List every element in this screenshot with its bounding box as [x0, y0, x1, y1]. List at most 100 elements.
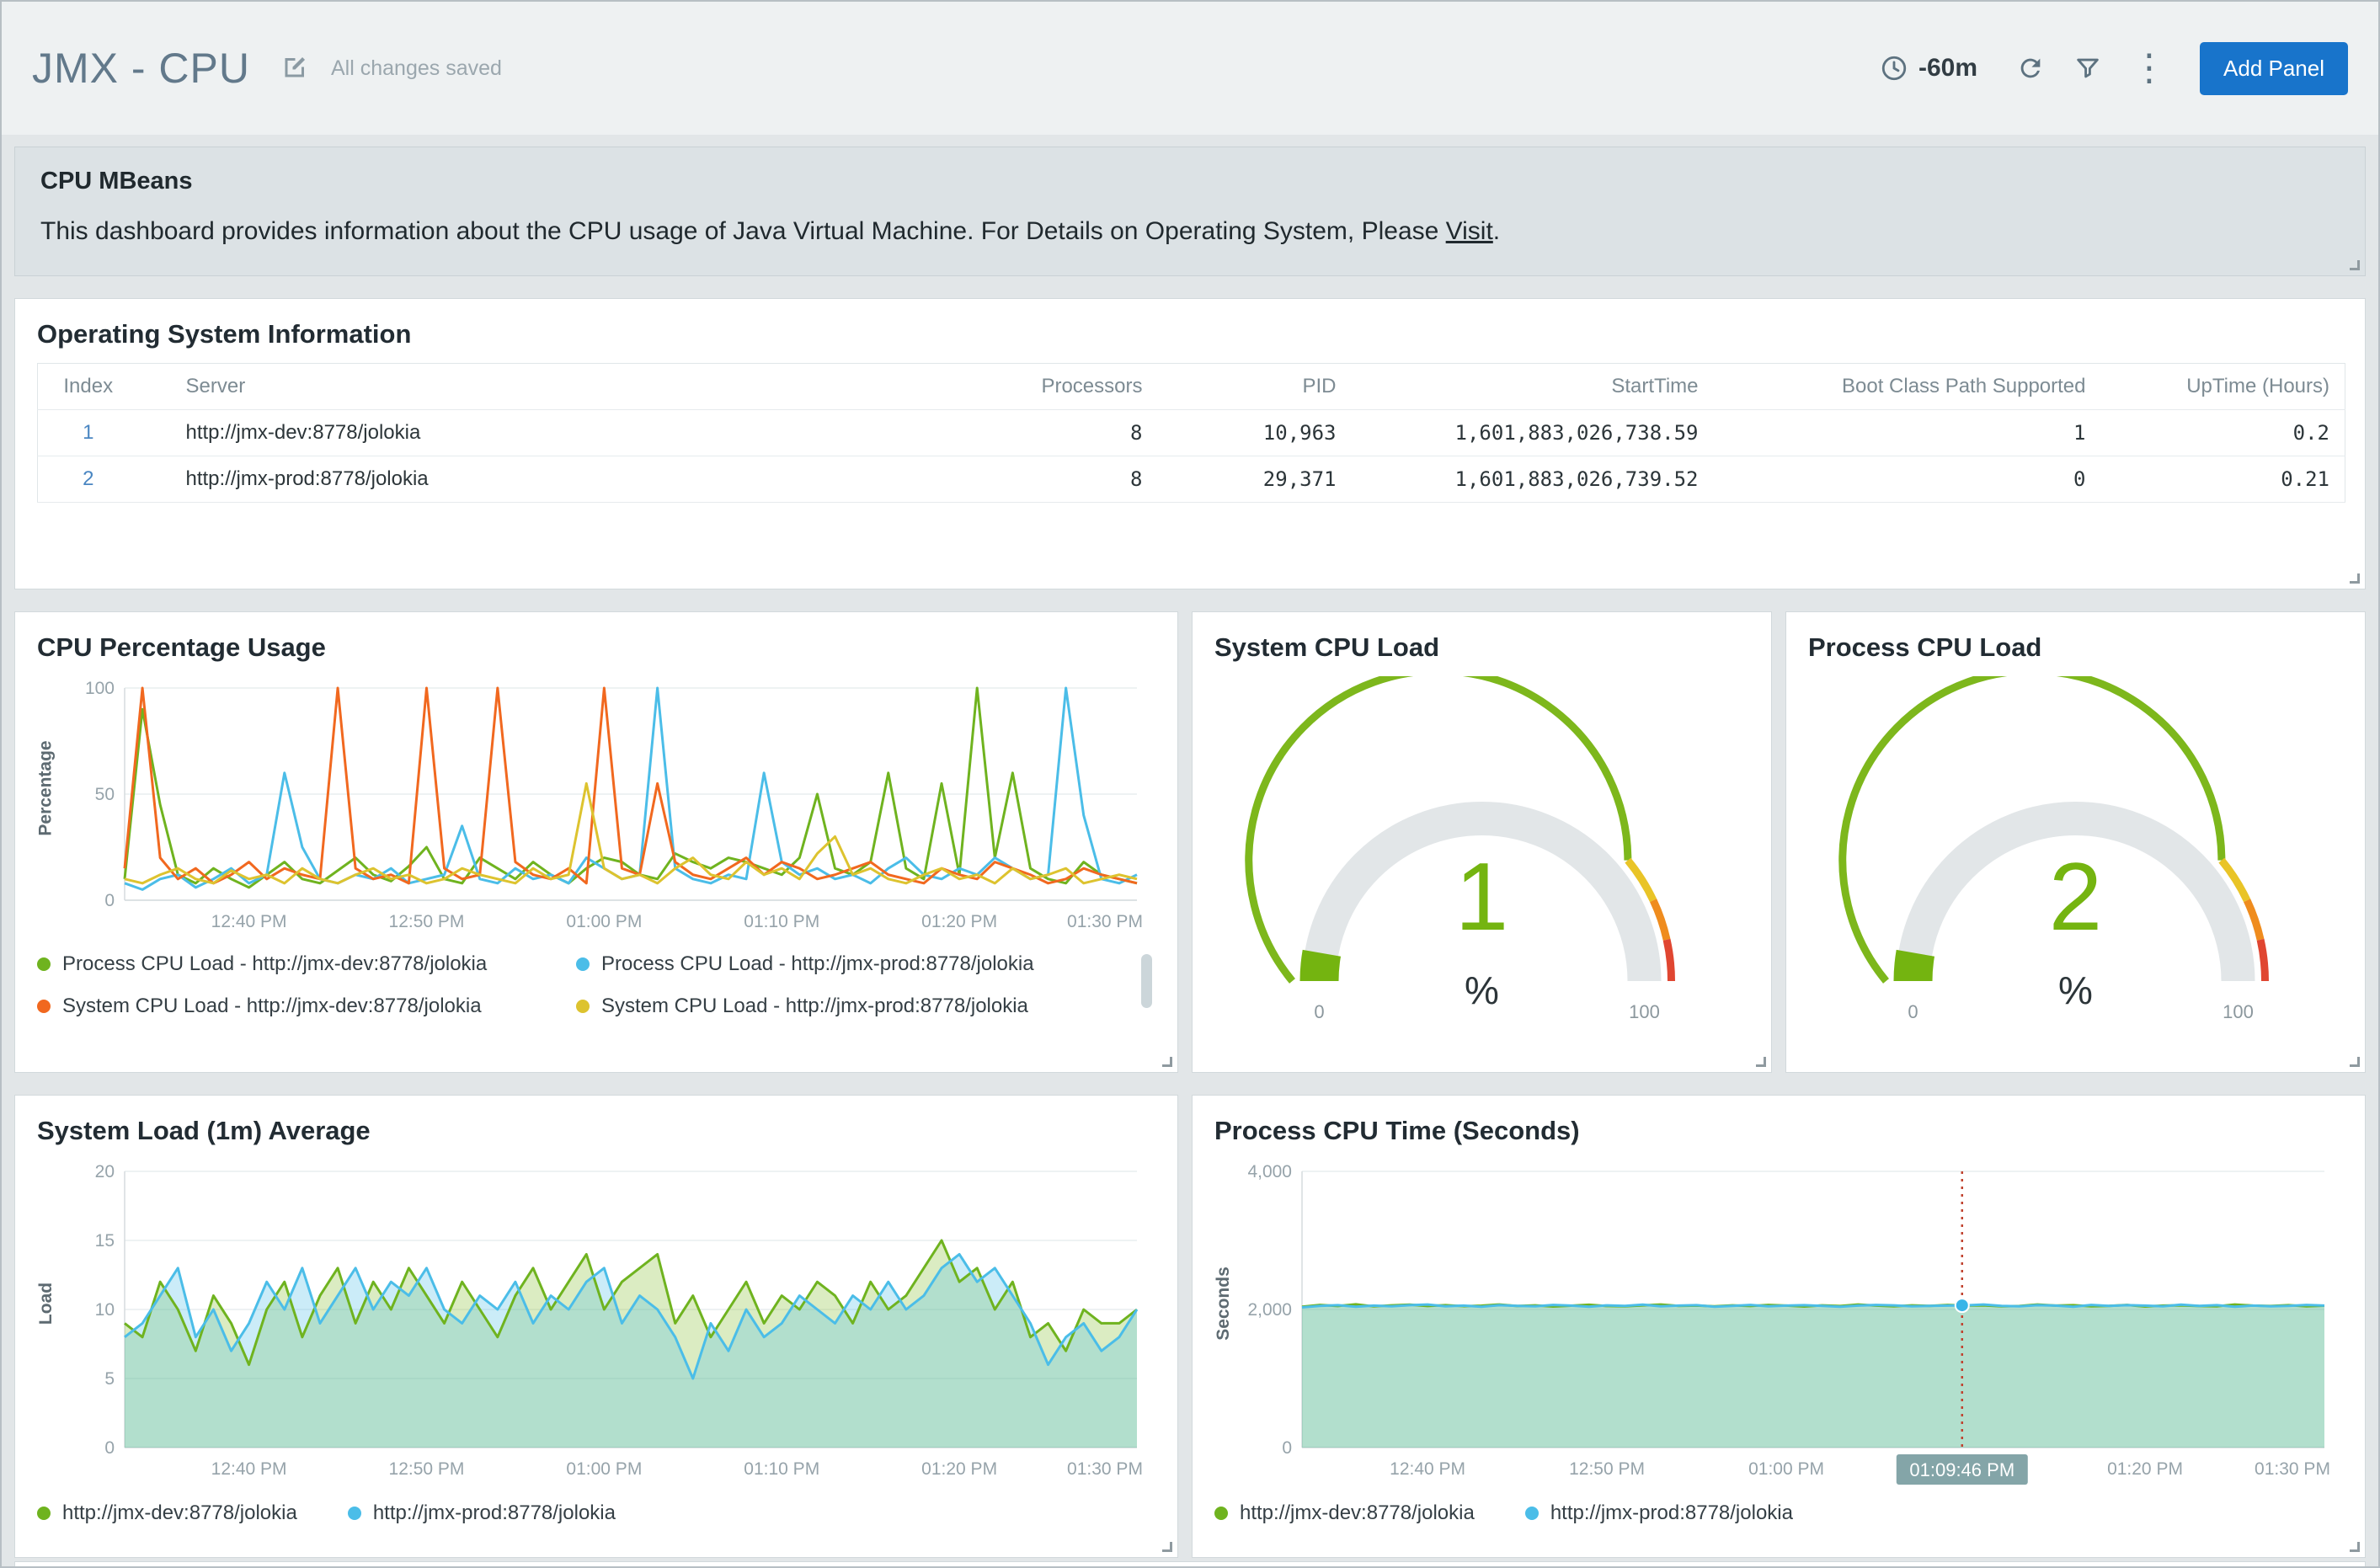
series-color-dot [576, 957, 590, 971]
panel-title: Process CPU Time (Seconds) [1214, 1116, 1580, 1145]
svg-text:12:50 PM: 12:50 PM [389, 1459, 465, 1479]
column-header-pid[interactable]: PID [1157, 363, 1352, 410]
svg-text:01:30 PM: 01:30 PM [2255, 1459, 2330, 1479]
svg-text:01:10 PM: 01:10 PM [744, 912, 819, 931]
bottom-charts-row: System Load (1m) Average Load 0 5 10 15 20 12… [14, 1095, 2366, 1558]
panel-title: Operating System Information [37, 319, 412, 349]
cell-server: http://jmx-dev:8778/jolokia [138, 409, 990, 456]
svg-text:0: 0 [104, 891, 115, 910]
process-cpu-time-chart[interactable]: Seconds 0 2,000 4,000 12:40 PM 12:50 PM 01:00… [1214, 1160, 2343, 1486]
refresh-icon[interactable] [2016, 54, 2045, 83]
table-row[interactable]: 2 http://jmx-prod:8778/jolokia 8 29,371 … [37, 456, 2345, 503]
os-information-panel: Operating System Information Index Serve… [14, 298, 2366, 589]
svg-text:01:20 PM: 01:20 PM [921, 1459, 997, 1479]
svg-text:15: 15 [95, 1231, 115, 1251]
legend-label: http://jmx-prod:8778/jolokia [1550, 1501, 1793, 1524]
legend-label: http://jmx-dev:8778/jolokia [62, 1501, 297, 1524]
legend-label: System CPU Load - http://jmx-prod:8778/j… [601, 995, 1028, 1017]
panel-resize-handle[interactable] [2350, 1057, 2360, 1067]
legend-item[interactable]: Process CPU Load - http://jmx-prod:8778/… [576, 952, 1117, 976]
cell-index: 1 [37, 409, 139, 456]
cpu-mbeans-panel: CPU MBeans This dashboard provides infor… [14, 147, 2366, 276]
legend-item[interactable]: http://jmx-prod:8778/jolokia [1524, 1501, 1793, 1525]
time-range-value[interactable]: -60m [1918, 54, 1978, 82]
svg-text:50: 50 [95, 785, 115, 804]
chart-legend: http://jmx-dev:8778/jolokia http://jmx-p… [37, 1501, 1155, 1525]
series-color-dot [347, 1507, 361, 1520]
series-color-dot [1214, 1507, 1228, 1520]
system-load-chart[interactable]: Load 0 5 10 15 20 12:40 PM 12:50 PM 01:00 PM 01:… [36, 1160, 1155, 1486]
cpu-percentage-chart[interactable]: Percentage 0 50 100 12:40 PM 12:50 PM 01:00 P… [36, 676, 1155, 939]
column-header-server[interactable]: Server [138, 363, 990, 410]
panel-resize-handle[interactable] [1756, 1057, 1766, 1067]
process-cpu-load-gauge[interactable]: 0 100 [1808, 667, 2343, 1038]
dashboard-header: JMX - CPU All changes saved -60m ⋮ Add P… [2, 2, 2378, 135]
mbeans-suffix: . [1492, 217, 1501, 245]
panel-resize-handle[interactable] [2350, 260, 2360, 270]
svg-text:12:40 PM: 12:40 PM [211, 912, 287, 931]
legend-item[interactable]: System CPU Load - http://jmx-prod:8778/j… [576, 995, 1117, 1018]
time-range-clock-icon[interactable] [1880, 54, 1908, 83]
column-header-uptime[interactable]: UpTime (Hours) [2100, 363, 2345, 410]
table-header-row: Index Server Processors PID StartTime Bo… [37, 363, 2345, 410]
legend-item[interactable]: Process CPU Load - http://jmx-dev:8778/j… [37, 952, 576, 976]
panel-resize-handle[interactable] [1162, 1542, 1172, 1552]
column-header-bootclasspath[interactable]: Boot Class Path Supported [1713, 363, 2101, 410]
column-header-starttime[interactable]: StartTime [1351, 363, 1714, 410]
panel-title: CPU Percentage Usage [37, 632, 326, 662]
system-load-average-panel: System Load (1m) Average Load 0 5 10 15 20 12… [14, 1095, 1178, 1558]
series-color-dot [1524, 1507, 1539, 1520]
svg-text:01:10 PM: 01:10 PM [744, 1459, 819, 1479]
svg-text:01:30 PM: 01:30 PM [1067, 1459, 1143, 1479]
legend-item[interactable]: System CPU Load - http://jmx-dev:8778/jo… [37, 995, 576, 1018]
legend-item[interactable]: http://jmx-prod:8778/jolokia [347, 1501, 616, 1525]
column-header-index[interactable]: Index [37, 363, 139, 410]
legend-item[interactable]: http://jmx-dev:8778/jolokia [37, 1501, 297, 1525]
cell-processors: 8 [989, 409, 1158, 456]
process-cpu-time-panel: Process CPU Time (Seconds) Seconds 0 2,00… [1192, 1095, 2366, 1558]
svg-text:0: 0 [104, 1438, 115, 1458]
cell-bootclasspath: 1 [1713, 409, 2101, 456]
svg-text:01:09:46 PM: 01:09:46 PM [1909, 1459, 2014, 1480]
gauge-wrap: 0 100 2 % [1808, 667, 2343, 1038]
add-panel-button[interactable]: Add Panel [2200, 41, 2348, 95]
series-color-dot [37, 1000, 51, 1013]
panel-resize-handle[interactable] [2350, 1542, 2360, 1552]
visit-link[interactable]: Visit [1445, 217, 1493, 245]
legend-label: http://jmx-prod:8778/jolokia [372, 1501, 616, 1524]
chart-legend: http://jmx-dev:8778/jolokia http://jmx-p… [1214, 1501, 2343, 1525]
svg-text:0: 0 [1314, 1001, 1324, 1022]
legend-scrollbar[interactable] [1141, 954, 1152, 1008]
more-options-icon[interactable]: ⋮ [2131, 47, 2169, 88]
cpu-percentage-usage-panel: CPU Percentage Usage Percentage 0 50 100 12… [14, 611, 1178, 1073]
svg-text:10: 10 [95, 1300, 115, 1320]
svg-text:12:50 PM: 12:50 PM [389, 912, 465, 931]
svg-text:12:40 PM: 12:40 PM [1390, 1459, 1465, 1479]
column-header-processors[interactable]: Processors [989, 363, 1158, 410]
table-row[interactable]: 1 http://jmx-dev:8778/jolokia 8 10,963 1… [37, 409, 2345, 456]
svg-text:12:50 PM: 12:50 PM [1569, 1459, 1645, 1479]
edit-dashboard-icon[interactable] [279, 53, 309, 83]
process-cpu-load-panel: Process CPU Load 0 100 2 % [1785, 611, 2366, 1073]
svg-text:4,000: 4,000 [1247, 1162, 1292, 1181]
svg-text:20: 20 [95, 1162, 115, 1181]
cell-pid: 29,371 [1157, 456, 1352, 503]
system-cpu-load-gauge[interactable]: 0 100 [1214, 667, 1749, 1038]
series-color-dot [37, 957, 51, 971]
panel-resize-handle[interactable] [1162, 1057, 1172, 1067]
series-color-dot [576, 1000, 590, 1013]
svg-text:01:30 PM: 01:30 PM [1067, 912, 1143, 931]
gauge-wrap: 0 100 1 % [1214, 667, 1749, 1038]
legend-label: Process CPU Load - http://jmx-dev:8778/j… [62, 952, 488, 975]
cell-starttime: 1,601,883,026,738.59 [1351, 409, 1714, 456]
chart-legend: Process CPU Load - http://jmx-dev:8778/j… [37, 952, 1155, 1018]
svg-text:01:20 PM: 01:20 PM [2107, 1459, 2183, 1479]
svg-text:12:40 PM: 12:40 PM [211, 1459, 287, 1479]
cell-pid: 10,963 [1157, 409, 1352, 456]
filter-icon[interactable] [2073, 54, 2102, 83]
panel-resize-handle[interactable] [2350, 573, 2360, 584]
legend-label: http://jmx-dev:8778/jolokia [1240, 1501, 1475, 1524]
cell-processors: 8 [989, 456, 1158, 503]
legend-item[interactable]: http://jmx-dev:8778/jolokia [1214, 1501, 1475, 1525]
